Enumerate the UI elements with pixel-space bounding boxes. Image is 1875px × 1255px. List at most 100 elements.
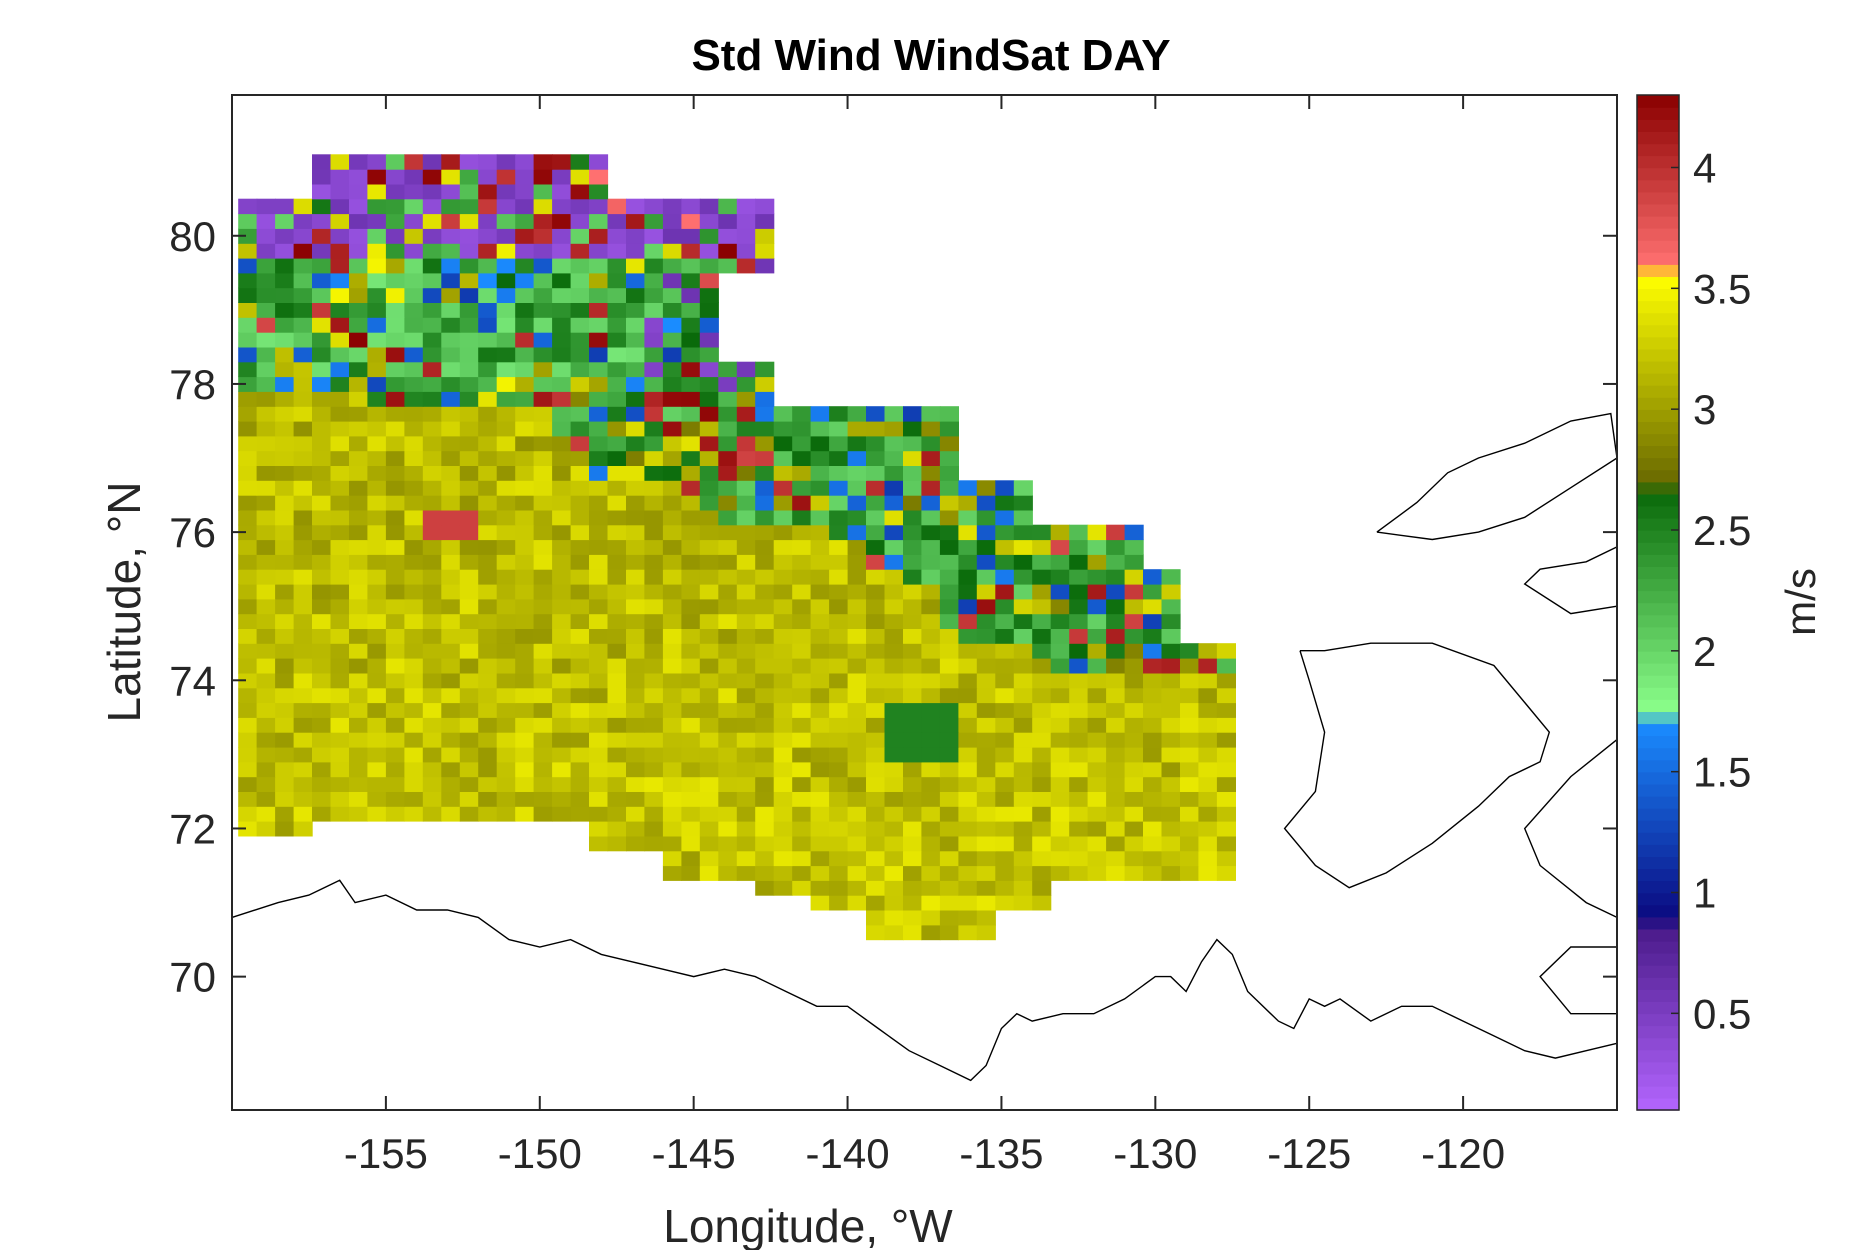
heatmap-cell [773,569,793,585]
heatmap-cell [810,406,830,422]
heatmap-cell [829,524,849,541]
heatmap-cell [552,421,572,437]
heatmap-cell [903,865,923,881]
colorbar-segment [1637,820,1679,833]
heatmap-cell [570,554,590,570]
colorbar-segment [1637,626,1679,640]
heatmap-cell [1106,761,1126,778]
heatmap-cell [349,213,369,229]
heatmap-cell [275,524,295,541]
heatmap-cell [736,672,756,689]
heatmap-cell [422,450,442,466]
heatmap-cell [1106,628,1126,644]
heatmap-cell [275,287,295,303]
heatmap-cell [939,658,959,674]
heatmap-cell [589,747,609,763]
heatmap-cell [847,509,867,526]
heatmap-cell [385,687,405,704]
heatmap-cell [1180,791,1200,807]
heatmap-cell [441,495,461,511]
heatmap-cell [1143,613,1163,629]
heatmap-cell [626,554,646,570]
heatmap-cell [792,613,812,629]
heatmap-cell [1106,598,1126,615]
heatmap-cell [293,732,313,748]
heatmap-cell [367,154,387,170]
heatmap-cell [312,598,332,615]
colorbar-segment [1637,179,1679,193]
heatmap-cell [293,672,313,689]
x-tick-label: -150 [498,1130,582,1177]
heatmap-cell [662,198,682,215]
heatmap-cell [533,717,553,733]
heatmap-cell [681,717,701,733]
heatmap-cell [884,850,904,867]
heatmap-cell [1050,747,1070,763]
heatmap-cell [995,598,1015,615]
heatmap-cell [589,509,609,526]
heatmap-cell [1161,717,1181,733]
heatmap-cell [976,717,996,733]
heatmap-cell [589,598,609,615]
heatmap-cell [1087,850,1107,867]
heatmap-cell [607,806,627,822]
heatmap-cell [829,554,849,570]
heatmap-cell [699,228,719,244]
heatmap-cell [939,613,959,629]
heatmap-cell [626,613,646,629]
colorbar-ticks: 0.511.522.533.54 [1671,145,1751,1037]
heatmap-cell [829,747,849,763]
heatmap-cell [736,776,756,792]
heatmap-cell [256,228,276,244]
heatmap-cell [1013,776,1033,792]
heatmap-cell [459,672,479,689]
heatmap-cell [496,332,516,348]
colorbar-tick-label: 2.5 [1693,507,1751,554]
heatmap-cell [275,421,295,437]
heatmap-cell [349,732,369,748]
heatmap-cell [884,465,904,481]
heatmap-cell [1161,628,1181,644]
heatmap-cell [866,924,886,941]
heatmap-cell [1050,539,1070,555]
heatmap-cell [829,732,849,748]
heatmap-cell [699,569,719,585]
heatmap-cell [829,821,849,837]
heatmap-cell [699,258,719,274]
heatmap-cell [552,643,572,659]
heatmap-cell [533,776,553,792]
heatmap-cell [515,228,535,244]
heatmap-cell [275,480,295,496]
heatmap-cell [829,628,849,644]
heatmap-cell [422,702,442,718]
heatmap-cell [921,524,941,541]
heatmap-cell [533,495,553,511]
heatmap-cell [293,258,313,274]
heatmap-cell [589,643,609,659]
colorbar-label: m/s [1777,568,1824,636]
heatmap-cell [662,865,682,881]
heatmap-cell [330,198,350,215]
heatmap-cell [976,539,996,555]
heatmap-cell [607,287,627,303]
heatmap-cell [349,391,369,407]
heatmap-cell [385,183,405,200]
heatmap-cell [478,628,498,644]
heatmap-cell [995,643,1015,659]
heatmap-cell [662,554,682,570]
heatmap-cell [662,850,682,867]
heatmap-cell [1032,761,1052,778]
heatmap-cell [736,435,756,452]
heatmap-cell [1143,850,1163,867]
colorbar-segment [1637,336,1679,350]
y-axis-label: Latitude, °N [98,482,150,723]
heatmap-cell [607,539,627,555]
heatmap-cell [829,835,849,852]
heatmap-cell [275,465,295,481]
heatmap-cell [810,880,830,896]
heatmap-cell [385,480,405,496]
heatmap-cell [958,480,978,496]
heatmap-cell [330,598,350,615]
heatmap-cell [699,272,719,289]
heatmap-cell [552,554,572,570]
